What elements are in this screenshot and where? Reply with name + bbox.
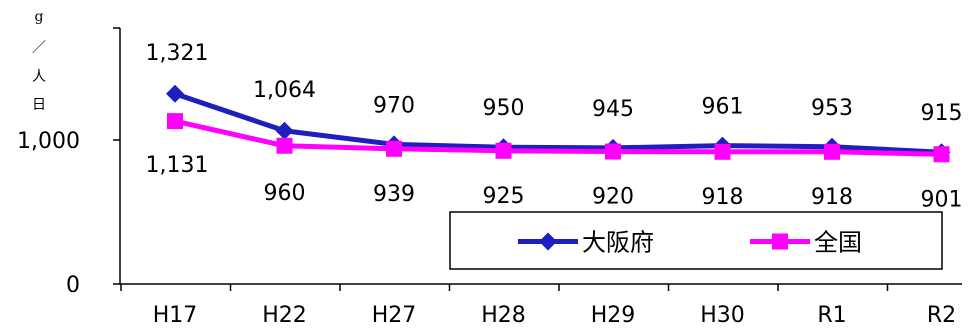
data-label: 918 bbox=[702, 185, 744, 210]
legend-label: 大阪府 bbox=[582, 229, 654, 257]
legend-marker-square bbox=[772, 233, 788, 250]
y-ticks: 0 1,000 bbox=[17, 27, 120, 298]
x-tick-label: H28 bbox=[481, 303, 526, 328]
data-label: 945 bbox=[592, 97, 634, 122]
data-label: 960 bbox=[264, 181, 306, 206]
x-tick-label: H17 bbox=[153, 303, 198, 328]
data-point-square bbox=[167, 113, 183, 130]
y-unit-label-day: 日 bbox=[32, 97, 46, 113]
data-point-square bbox=[933, 146, 950, 163]
data-label: 1,064 bbox=[253, 78, 316, 103]
y-unit-label-g: g bbox=[35, 9, 44, 25]
data-point-square bbox=[495, 142, 512, 159]
x-tick-label: H30 bbox=[700, 303, 745, 328]
data-label: 953 bbox=[811, 96, 853, 121]
legend-marker-diamond bbox=[539, 232, 557, 251]
data-point-square bbox=[824, 143, 840, 160]
data-point-diamond bbox=[166, 84, 184, 103]
y-axis-label: g ／ 人 日 bbox=[32, 9, 46, 113]
x-tick-label: H29 bbox=[591, 303, 636, 328]
x-tick-label: R1 bbox=[817, 303, 846, 328]
data-label: 950 bbox=[483, 96, 525, 121]
data-point-square bbox=[714, 143, 731, 160]
axes: 0 1,000 H17 H22 H27 H28 H29 H30 R1 R2 bbox=[17, 27, 962, 328]
y-tick-label: 0 bbox=[66, 273, 80, 298]
data-label: 918 bbox=[811, 185, 853, 210]
series-line-1 bbox=[174, 91, 942, 155]
data-label: 1,321 bbox=[146, 41, 209, 66]
data-point-diamond bbox=[275, 121, 294, 140]
y-unit-label-person: 人 bbox=[32, 69, 46, 85]
data-label: 939 bbox=[373, 182, 415, 207]
data-label: 970 bbox=[373, 93, 415, 118]
x-tick-label: H27 bbox=[372, 303, 417, 328]
data-point-square bbox=[386, 140, 402, 157]
x-tick-label: H22 bbox=[262, 303, 307, 328]
data-label: 915 bbox=[921, 101, 963, 126]
data-point-square bbox=[276, 137, 293, 154]
x-tick-label: R2 bbox=[927, 303, 956, 328]
y-tick-label: 1,000 bbox=[17, 129, 80, 154]
data-label: 961 bbox=[702, 95, 744, 120]
data-label: 925 bbox=[483, 184, 525, 209]
legend: 大阪府 全国 bbox=[449, 211, 943, 270]
data-labels-layer: 1,321 1,064 970 950 945 961 953 915 1,131 960 939 9… bbox=[146, 41, 963, 212]
y-unit-label-slash: ／ bbox=[32, 40, 46, 56]
data-point-square bbox=[605, 143, 621, 160]
series-line-2 bbox=[174, 118, 942, 157]
series-layer bbox=[166, 84, 951, 163]
data-label: 901 bbox=[921, 187, 963, 212]
legend-label: 全国 bbox=[814, 229, 862, 257]
x-ticks: H17 H22 H27 H28 H29 H30 R1 R2 bbox=[120, 284, 956, 328]
data-label: 1,131 bbox=[146, 153, 209, 178]
data-label: 920 bbox=[592, 185, 634, 210]
